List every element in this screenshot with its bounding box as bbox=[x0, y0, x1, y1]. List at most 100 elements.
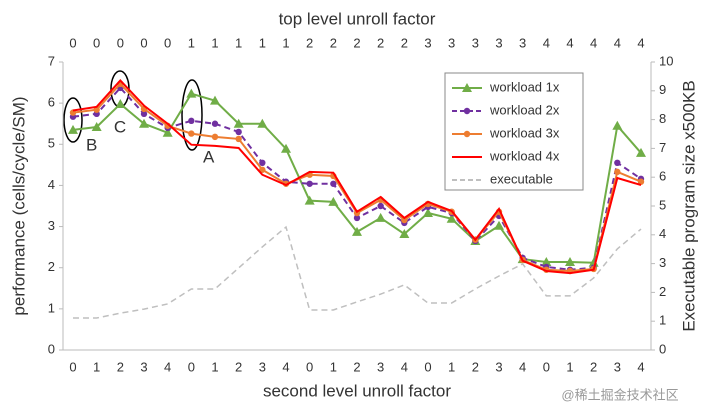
x-tick-label: 2 bbox=[353, 359, 360, 374]
top-tick-label: 2 bbox=[353, 35, 360, 50]
data-point bbox=[235, 135, 242, 143]
data-point bbox=[306, 180, 313, 187]
x-tick-label: 2 bbox=[472, 359, 479, 374]
y2-tick-label: 5 bbox=[659, 197, 666, 212]
legend-label: workload 4x bbox=[489, 148, 560, 163]
top-tick-label: 3 bbox=[424, 35, 431, 50]
x-tick-label: 1 bbox=[448, 359, 455, 374]
x-tick-label: 4 bbox=[519, 359, 526, 374]
y2-tick-label: 10 bbox=[659, 53, 673, 68]
top-tick-label: 1 bbox=[211, 35, 218, 50]
data-point bbox=[162, 127, 173, 137]
x-tick-label: 4 bbox=[164, 359, 171, 374]
data-point bbox=[210, 95, 220, 105]
data-point bbox=[188, 117, 195, 125]
data-point bbox=[637, 178, 645, 185]
top-tick-label: 4 bbox=[566, 35, 573, 50]
x-tick-label: 3 bbox=[614, 359, 621, 374]
annotation-ellipse bbox=[63, 97, 83, 143]
y-tick-label: 5 bbox=[48, 136, 55, 151]
top-tick-label: 1 bbox=[235, 35, 242, 50]
top-tick-label: 2 bbox=[401, 35, 408, 50]
x-axis-title: second level unroll factor bbox=[263, 381, 451, 400]
data-point bbox=[541, 256, 552, 266]
legend-label: workload 1x bbox=[489, 79, 560, 94]
data-point bbox=[211, 133, 219, 141]
top-tick-label: 2 bbox=[306, 35, 313, 50]
y2-tick-label: 9 bbox=[659, 82, 666, 97]
y-tick-label: 4 bbox=[48, 177, 55, 192]
top-tick-label: 0 bbox=[93, 35, 100, 50]
y-tick-label: 2 bbox=[48, 259, 55, 274]
data-point bbox=[233, 118, 244, 128]
legend-label: executable bbox=[490, 171, 553, 186]
x-tick-label: 1 bbox=[211, 359, 218, 374]
data-point bbox=[211, 120, 219, 127]
legend-label: workload 3x bbox=[489, 125, 560, 140]
x-tick-label: 4 bbox=[401, 359, 408, 374]
x-tick-label: 3 bbox=[259, 359, 266, 374]
y2-tick-label: 1 bbox=[659, 313, 666, 328]
data-point bbox=[304, 195, 315, 205]
top-tick-label: 1 bbox=[188, 35, 195, 50]
data-point bbox=[352, 226, 362, 236]
top-tick-label: 0 bbox=[140, 35, 147, 50]
legend-marker bbox=[462, 83, 472, 92]
data-point bbox=[353, 214, 361, 222]
data-point bbox=[446, 213, 457, 223]
x-tick-label: 0 bbox=[188, 359, 195, 374]
y2-tick-label: 7 bbox=[659, 140, 666, 155]
x-tick-label: 1 bbox=[93, 359, 100, 374]
top-tick-label: 1 bbox=[259, 35, 266, 50]
legend-marker bbox=[463, 107, 471, 115]
data-point bbox=[399, 228, 410, 238]
data-point bbox=[115, 98, 126, 108]
x-tick-label: 1 bbox=[566, 359, 573, 374]
top-tick-label: 1 bbox=[282, 35, 289, 50]
legend-label: workload 2x bbox=[489, 102, 560, 117]
top-tick-label: 3 bbox=[495, 35, 502, 50]
data-point bbox=[140, 110, 148, 118]
data-point bbox=[330, 180, 337, 187]
y2-tick-label: 8 bbox=[659, 111, 666, 126]
y2-tick-label: 3 bbox=[659, 255, 666, 270]
y2-tick-label: 4 bbox=[659, 226, 666, 241]
data-point bbox=[93, 106, 100, 113]
y2-tick-label: 0 bbox=[659, 341, 666, 356]
data-point bbox=[235, 128, 242, 136]
top-tick-label: 4 bbox=[543, 35, 550, 50]
data-point bbox=[565, 256, 575, 266]
data-point bbox=[377, 202, 384, 210]
data-point bbox=[186, 88, 197, 98]
top-tick-label: 3 bbox=[519, 35, 526, 50]
data-point bbox=[401, 216, 408, 224]
data-point bbox=[259, 159, 266, 166]
top-tick-label: 4 bbox=[637, 35, 644, 50]
annotation-ellipse bbox=[181, 79, 203, 151]
x-tick-label: 2 bbox=[590, 359, 597, 374]
top-tick-label: 4 bbox=[614, 35, 621, 50]
x-tick-label: 0 bbox=[306, 359, 313, 374]
x-tick-label: 2 bbox=[117, 359, 124, 374]
series-line bbox=[73, 225, 642, 319]
x-tick-label: 2 bbox=[235, 359, 242, 374]
y-tick-label: 6 bbox=[48, 95, 55, 110]
data-point bbox=[614, 168, 621, 176]
y2-tick-label: 6 bbox=[659, 169, 666, 184]
data-point bbox=[375, 212, 386, 222]
data-point bbox=[612, 120, 623, 130]
data-point bbox=[423, 207, 433, 217]
top-tick-label: 0 bbox=[117, 35, 124, 50]
top-tick-label: 4 bbox=[590, 35, 597, 50]
data-point bbox=[636, 147, 646, 157]
x-tick-label: 3 bbox=[495, 359, 502, 374]
y-axis-title: performance (cells/cycle/SM) bbox=[9, 96, 28, 315]
x-tick-label: 3 bbox=[140, 359, 147, 374]
data-point bbox=[139, 118, 149, 128]
watermark: @稀土掘金技术社区 bbox=[561, 387, 678, 402]
legend-marker bbox=[463, 130, 471, 138]
annotation: A bbox=[203, 147, 215, 166]
data-point bbox=[328, 196, 339, 206]
annotation: B bbox=[86, 135, 97, 154]
